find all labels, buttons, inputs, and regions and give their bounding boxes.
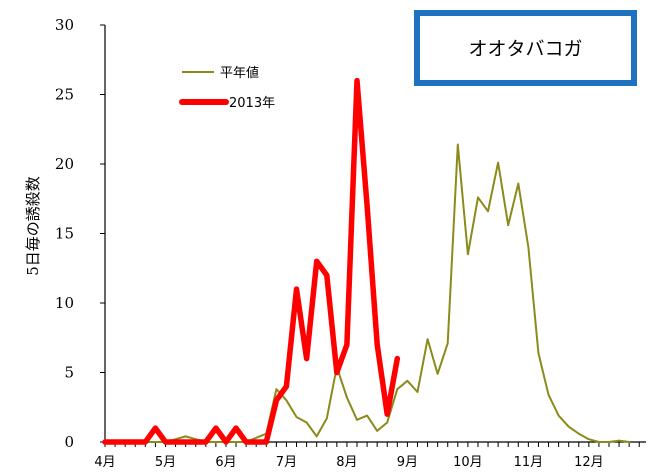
x-tick-label: 10月 (453, 455, 483, 470)
legend-label-average: 平年値 (220, 65, 259, 81)
x-tick-label: 5月 (155, 455, 176, 470)
y-tick-label: 30 (55, 16, 74, 34)
y-axis-title: 5日毎の誘殺数 (24, 176, 42, 276)
y-tick-label: 15 (55, 225, 74, 243)
x-tick-label: 7月 (276, 455, 297, 470)
x-tick-label: 9月 (397, 455, 418, 470)
y-tick-label: 25 (55, 86, 74, 104)
y-axis-label: 5日毎の誘殺数 (24, 176, 42, 276)
y-tick-label: 20 (55, 155, 74, 173)
x-ticks: 4月 5月 6月 7月 8月 9月 10月 11月 12月 (94, 442, 640, 470)
title-box: オオタバコガ (414, 10, 637, 86)
y-tick-label: 5 (64, 364, 74, 382)
axes (104, 25, 646, 443)
legend-label-2013: 2013年 (229, 96, 275, 111)
y-tick-label: 10 (55, 294, 74, 312)
y-ticks: 0 5 10 15 20 25 30 (55, 16, 105, 451)
chart-title: オオタバコガ (468, 38, 582, 60)
title-frame (414, 10, 637, 86)
series-line-average (104, 143, 631, 443)
x-tick-label: 6月 (215, 455, 236, 470)
x-tick-label: 8月 (336, 455, 357, 470)
legend: 平年値 2013年 (179, 65, 275, 111)
y-tick-label: 0 (64, 433, 74, 451)
series-lines (102, 77, 631, 445)
x-tick-label: 11月 (514, 455, 544, 470)
x-tick-label: 4月 (94, 455, 115, 470)
series-line-2013 (102, 77, 401, 445)
x-tick-label: 12月 (574, 455, 604, 470)
